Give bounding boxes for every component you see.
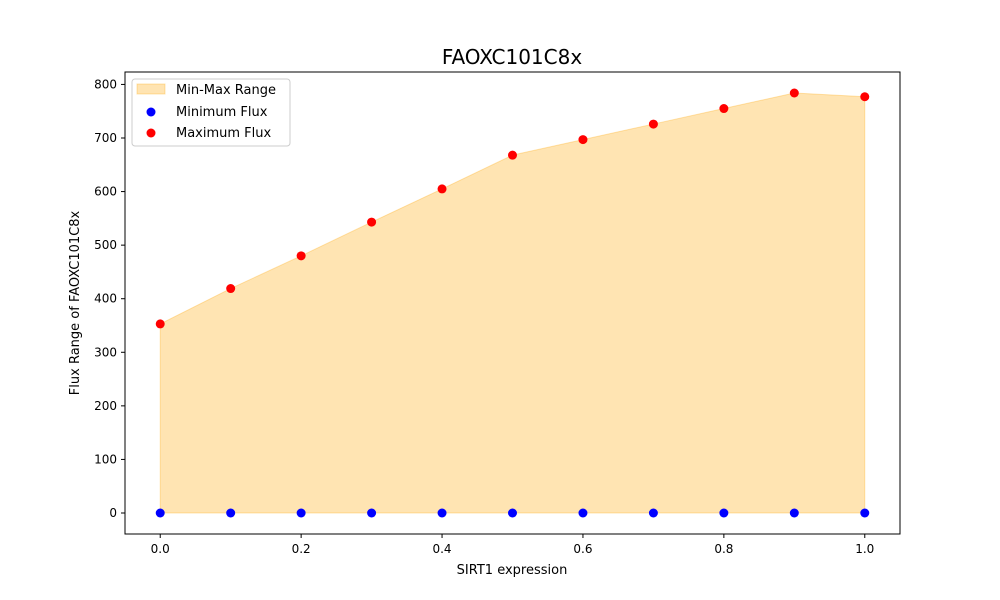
minimum-flux-point bbox=[437, 508, 447, 518]
maximum-flux-point bbox=[860, 92, 870, 102]
legend-label-minimum-flux: Minimum Flux bbox=[176, 105, 268, 120]
maximum-flux-point bbox=[437, 184, 447, 194]
x-axis: 0.0 0.2 0.4 0.6 0.8 1.0 bbox=[151, 534, 874, 556]
minimum-flux-point bbox=[719, 508, 729, 518]
y-tick-label: 500 bbox=[94, 238, 117, 252]
minimum-flux-point bbox=[508, 508, 517, 518]
x-axis-label: SIRT1 expression bbox=[457, 563, 568, 578]
maximum-flux-point bbox=[648, 119, 658, 129]
maximum-flux-point bbox=[226, 284, 236, 294]
maximum-flux-point bbox=[367, 217, 377, 227]
maximum-flux-point bbox=[155, 319, 165, 329]
legend-swatch-min-max-range bbox=[136, 83, 166, 95]
minimum-flux-point bbox=[155, 508, 165, 518]
maximum-flux-point bbox=[578, 135, 588, 145]
x-tick-label: 0.2 bbox=[292, 542, 311, 556]
minimum-flux-point bbox=[648, 508, 658, 518]
legend: Min-Max Range Minimum Flux Maximum Flux bbox=[131, 78, 291, 147]
x-tick-label: 0.6 bbox=[573, 542, 592, 556]
y-tick-label: 200 bbox=[94, 399, 117, 413]
y-tick-label: 800 bbox=[94, 77, 117, 91]
legend-label-min-max-range: Min-Max Range bbox=[176, 83, 276, 98]
x-tick-label: 0.8 bbox=[714, 542, 733, 556]
legend-box bbox=[131, 78, 291, 147]
maximum-flux-point bbox=[789, 88, 799, 98]
y-tick-label: 100 bbox=[94, 452, 117, 466]
y-axis: 0 100 200 300 400 500 600 700 800 bbox=[94, 77, 125, 520]
minimum-flux-point bbox=[296, 508, 306, 518]
legend-label-maximum-flux: Maximum Flux bbox=[176, 126, 272, 141]
legend-marker-minimum-flux bbox=[146, 107, 156, 117]
maximum-flux-point bbox=[508, 150, 517, 160]
x-tick-label: 0.4 bbox=[432, 542, 451, 556]
y-tick-label: 0 bbox=[109, 506, 117, 520]
y-axis-label: Flux Range of FAOXC101C8x bbox=[68, 211, 83, 396]
plot-frame bbox=[124, 71, 901, 535]
y-tick-label: 300 bbox=[94, 345, 117, 359]
maximum-flux-point bbox=[296, 251, 306, 261]
minimum-flux-point bbox=[789, 508, 799, 518]
minimum-flux-point bbox=[860, 508, 870, 518]
y-tick-label: 700 bbox=[94, 131, 117, 145]
maximum-flux-point bbox=[719, 104, 729, 114]
legend-marker-maximum-flux bbox=[146, 128, 156, 138]
plot-area bbox=[155, 88, 870, 518]
y-tick-label: 600 bbox=[94, 185, 117, 199]
x-tick-label: 0.0 bbox=[151, 542, 170, 556]
minimum-flux-point bbox=[226, 508, 236, 518]
x-tick-label: 1.0 bbox=[855, 542, 874, 556]
minimum-flux-point bbox=[367, 508, 377, 518]
chart-title: FAOXC101C8x bbox=[442, 45, 583, 69]
y-tick-label: 400 bbox=[94, 292, 117, 306]
minimum-flux-point bbox=[578, 508, 588, 518]
